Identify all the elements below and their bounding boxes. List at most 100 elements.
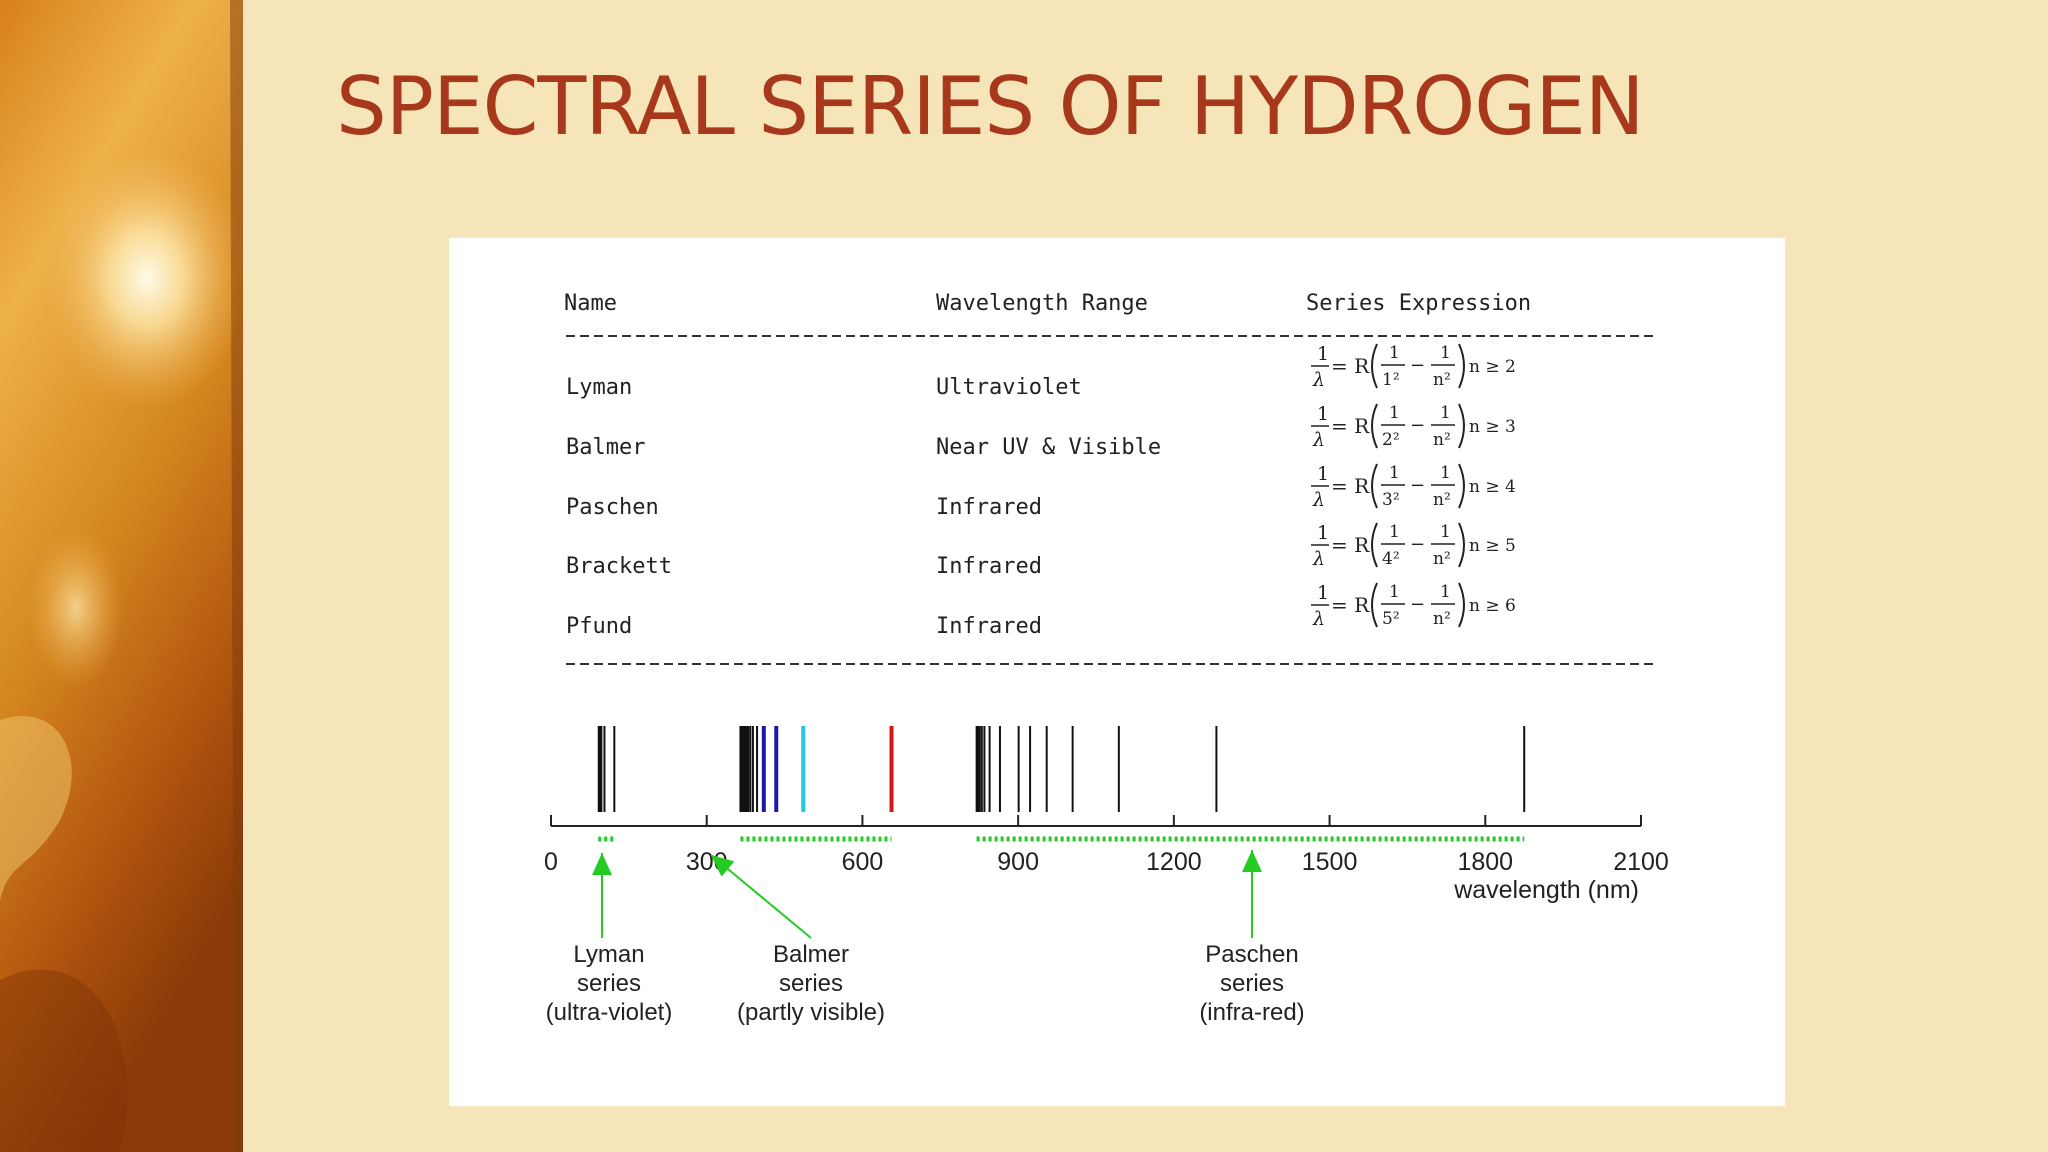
formula-denominator: 4² — [1382, 549, 1400, 569]
formula-numerator: 1 — [1317, 522, 1329, 544]
header-name: Name — [564, 291, 617, 316]
tick-label: 600 — [842, 848, 884, 876]
left-paren — [1371, 403, 1378, 449]
slide-title: SPECTRAL SERIES OF HYDROGEN — [336, 60, 1645, 153]
formula-equals-r: = R — [1331, 593, 1370, 617]
formula-equals-r: = R — [1331, 354, 1370, 378]
left-paren — [1371, 343, 1378, 389]
formula-minus: − — [1410, 594, 1425, 615]
formula-minus: − — [1410, 475, 1425, 496]
formula-n-squared: n² — [1433, 609, 1451, 629]
formula-minus: − — [1410, 415, 1425, 436]
tick-label: 0 — [544, 848, 558, 876]
series-arrow — [1242, 850, 1262, 938]
formula-minus: − — [1410, 355, 1425, 376]
formula-n-squared: n² — [1433, 430, 1451, 450]
spectral-lines — [597, 726, 1526, 812]
tick-label: 1800 — [1457, 848, 1513, 876]
formula-numerator: 1 — [1389, 343, 1400, 363]
left-paren — [1371, 463, 1378, 509]
formula-numerator: 1 — [1389, 403, 1400, 423]
left-paren — [1371, 522, 1378, 568]
formula-condition: n ≥ 2 — [1469, 357, 1516, 377]
formula-denominator: 5² — [1382, 609, 1400, 629]
series-name: Brackett — [566, 554, 672, 579]
tick-label: 2100 — [1613, 848, 1669, 876]
formula-n-squared: n² — [1433, 370, 1451, 390]
formula-numerator: 1 — [1440, 463, 1451, 483]
formula-lambda: λ — [1312, 429, 1325, 451]
formula-denominator: 1² — [1382, 370, 1400, 390]
formula-numerator: 1 — [1389, 582, 1400, 602]
annotation-line: series — [779, 970, 843, 997]
formula-numerator: 1 — [1389, 463, 1400, 483]
spectral-series-figure: Name Wavelength Range Series Expression … — [449, 238, 1785, 1106]
formula-denominator: 3² — [1382, 490, 1400, 510]
x-axis-ticks: 0 300 600 900 1200 1500 1800 2100 — [544, 815, 1669, 876]
right-paren — [1458, 463, 1465, 509]
wavelength-range: Infrared — [936, 495, 1042, 520]
wavelength-range: Infrared — [936, 614, 1042, 639]
series-arrow — [710, 854, 812, 939]
annotation-line: Paschen — [1205, 941, 1298, 968]
series-name: Pfund — [566, 614, 632, 639]
decorative-side-image — [0, 0, 243, 1152]
left-paren — [1371, 582, 1378, 628]
x-axis-label: wavelength (nm) — [1453, 876, 1639, 904]
formula-lambda: λ — [1312, 548, 1325, 570]
formula-lambda: λ — [1312, 608, 1325, 630]
formula-numerator: 1 — [1317, 343, 1329, 365]
tick-label: 900 — [997, 848, 1039, 876]
annotation-line: (infra-red) — [1199, 999, 1304, 1026]
right-paren — [1458, 403, 1465, 449]
formula-condition: n ≥ 5 — [1469, 536, 1516, 556]
right-paren — [1458, 582, 1465, 628]
tick-label: 1200 — [1146, 848, 1202, 876]
annotation-line: series — [1220, 970, 1284, 997]
formula-numerator: 1 — [1317, 582, 1329, 604]
formula-condition: n ≥ 3 — [1469, 417, 1516, 437]
series-name: Lyman — [566, 375, 632, 400]
tick-label: 1500 — [1302, 848, 1358, 876]
right-paren — [1458, 522, 1465, 568]
series-arrows — [592, 850, 1262, 939]
annotation-line: Lyman — [573, 941, 644, 968]
formula-n-squared: n² — [1433, 490, 1451, 510]
formula-n-squared: n² — [1433, 549, 1451, 569]
formula-numerator: 1 — [1440, 343, 1451, 363]
annotation-line: series — [577, 970, 641, 997]
wavelength-range: Infrared — [936, 554, 1042, 579]
table-header: Name Wavelength Range Series Expression — [564, 291, 1531, 316]
annotation-line: Balmer — [773, 941, 849, 968]
right-paren — [1458, 343, 1465, 389]
formula-numerator: 1 — [1317, 463, 1329, 485]
wavelength-range: Ultraviolet — [936, 375, 1082, 400]
formula-numerator: 1 — [1440, 522, 1451, 542]
series-arrow — [592, 853, 612, 938]
formula-numerator: 1 — [1440, 582, 1451, 602]
formula-lambda: λ — [1312, 489, 1325, 511]
formula-numerator: 1 — [1440, 403, 1451, 423]
series-annotations: Lymanseries(ultra-violet)Balmerseries(pa… — [546, 941, 1305, 1026]
formula-equals-r: = R — [1331, 414, 1370, 438]
formula-numerator: 1 — [1317, 403, 1329, 425]
formula-equals-r: = R — [1331, 474, 1370, 498]
formula-numerator: 1 — [1389, 522, 1400, 542]
formula-condition: n ≥ 6 — [1469, 596, 1516, 616]
formula-minus: − — [1410, 534, 1425, 555]
header-series-expression: Series Expression — [1306, 291, 1531, 316]
header-wavelength-range: Wavelength Range — [936, 291, 1148, 316]
series-name: Balmer — [566, 435, 645, 460]
formula-condition: n ≥ 4 — [1469, 477, 1516, 497]
